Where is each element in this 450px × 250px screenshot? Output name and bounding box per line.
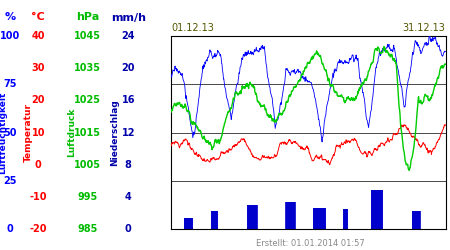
Text: 0: 0 xyxy=(35,160,41,170)
Text: mm/h: mm/h xyxy=(111,12,146,22)
Text: -10: -10 xyxy=(30,192,47,202)
Text: 75: 75 xyxy=(3,80,17,90)
Text: 0: 0 xyxy=(6,224,14,234)
Text: °C: °C xyxy=(32,12,45,22)
Text: 995: 995 xyxy=(77,192,98,202)
Text: 16: 16 xyxy=(122,96,135,106)
Text: 12: 12 xyxy=(122,128,135,138)
Text: 50: 50 xyxy=(3,128,17,138)
Text: hPa: hPa xyxy=(76,12,99,22)
Text: 8: 8 xyxy=(125,160,132,170)
Text: 1045: 1045 xyxy=(74,31,101,41)
Text: 4: 4 xyxy=(125,192,131,202)
Text: 985: 985 xyxy=(77,224,98,234)
Text: Erstellt: 01.01.2014 01:57: Erstellt: 01.01.2014 01:57 xyxy=(256,238,365,248)
Text: 1025: 1025 xyxy=(74,96,101,106)
Text: 20: 20 xyxy=(122,63,135,73)
Text: %: % xyxy=(4,12,15,22)
Text: -20: -20 xyxy=(30,224,47,234)
Text: Luftfeuchtigkeit: Luftfeuchtigkeit xyxy=(0,91,7,174)
Text: 01.12.13: 01.12.13 xyxy=(171,23,214,33)
Text: 20: 20 xyxy=(32,96,45,106)
Text: 24: 24 xyxy=(122,31,135,41)
Text: 10: 10 xyxy=(32,128,45,138)
Text: Niederschlag: Niederschlag xyxy=(110,99,119,166)
Text: 25: 25 xyxy=(3,176,17,186)
Text: 40: 40 xyxy=(32,31,45,41)
Text: Temperatur: Temperatur xyxy=(23,103,32,162)
Text: 1005: 1005 xyxy=(74,160,101,170)
Text: 0: 0 xyxy=(125,224,131,234)
Text: 31.12.13: 31.12.13 xyxy=(403,23,446,33)
Text: 1015: 1015 xyxy=(74,128,101,138)
Text: 30: 30 xyxy=(32,63,45,73)
Text: Luftdruck: Luftdruck xyxy=(68,108,76,157)
Text: 1035: 1035 xyxy=(74,63,101,73)
Text: 100: 100 xyxy=(0,31,20,41)
